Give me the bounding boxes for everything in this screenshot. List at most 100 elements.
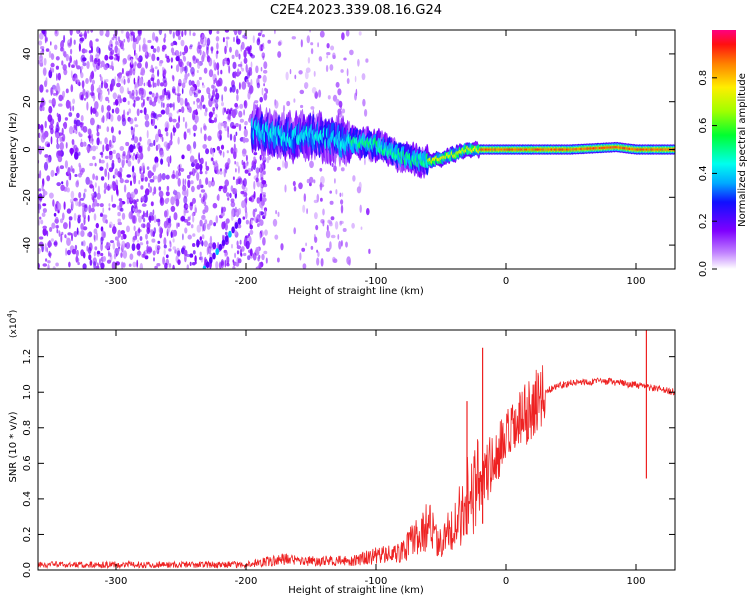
- noise-speckle: [47, 242, 51, 248]
- noise-speckle: [186, 174, 191, 179]
- noise-speckle: [205, 148, 210, 155]
- noise-speckle: [42, 67, 47, 76]
- noise-speckle: [284, 160, 288, 169]
- noise-speckle: [224, 179, 229, 187]
- noise-speckle: [327, 219, 331, 224]
- noise-speckle: [234, 49, 239, 58]
- noise-speckle: [192, 32, 196, 37]
- noise-speckle: [38, 123, 41, 130]
- noise-speckle: [45, 48, 50, 52]
- noise-speckle: [322, 208, 325, 216]
- noise-speckle: [132, 68, 136, 76]
- noise-speckle: [220, 122, 225, 127]
- noise-speckle: [163, 249, 166, 256]
- noise-speckle: [263, 250, 268, 255]
- noise-speckle: [99, 258, 102, 266]
- noise-speckle: [105, 30, 110, 38]
- noise-speckle: [120, 252, 123, 258]
- noise-speckle: [152, 48, 157, 53]
- noise-speckle: [318, 89, 322, 98]
- noise-speckle: [132, 207, 135, 212]
- noise-speckle: [250, 219, 253, 225]
- noise-speckle: [71, 200, 74, 210]
- noise-speckle: [329, 200, 334, 205]
- noise-speckle: [261, 253, 265, 261]
- noise-speckle: [196, 239, 200, 248]
- noise-speckle: [216, 30, 220, 34]
- streak-point: [224, 235, 229, 243]
- noise-speckle: [185, 204, 189, 208]
- noise-speckle: [214, 102, 218, 107]
- noise-speckle: [208, 180, 212, 188]
- noise-speckle: [98, 84, 101, 94]
- noise-speckle: [341, 108, 346, 114]
- snr-x-ticks: -300 -200 -100 0 100: [105, 330, 646, 587]
- noise-speckle: [92, 196, 95, 203]
- noise-speckle: [187, 72, 190, 77]
- noise-speckle: [108, 139, 112, 147]
- noise-speckle: [243, 178, 247, 187]
- noise-speckle: [172, 88, 176, 94]
- noise-speckle: [67, 39, 72, 48]
- noise-speckle: [243, 192, 248, 197]
- noise-speckle: [306, 35, 310, 44]
- noise-speckle: [157, 174, 161, 183]
- noise-speckle: [156, 245, 161, 251]
- streak-point: [202, 265, 207, 269]
- noise-speckle: [88, 254, 92, 261]
- noise-speckle: [248, 172, 251, 176]
- noise-speckle: [99, 203, 104, 208]
- y-tick-label: 20: [22, 95, 33, 108]
- noise-speckle: [115, 35, 118, 42]
- noise-speckle: [55, 262, 59, 267]
- noise-speckle: [134, 117, 138, 122]
- noise-speckle: [263, 61, 268, 69]
- noise-speckle: [183, 131, 187, 140]
- noise-speckle: [261, 192, 266, 196]
- noise-speckle: [133, 225, 136, 232]
- noise-speckle: [65, 247, 67, 256]
- noise-speckle: [80, 230, 85, 237]
- noise-speckle: [111, 37, 115, 41]
- noise-speckle: [157, 218, 161, 227]
- snr-series-line: [38, 365, 675, 570]
- noise-speckle: [143, 210, 145, 218]
- noise-speckle: [125, 159, 128, 164]
- noise-speckle: [315, 224, 319, 231]
- noise-speckle: [155, 133, 159, 143]
- noise-speckle: [122, 250, 128, 259]
- noise-speckle: [340, 69, 344, 73]
- noise-speckle: [104, 137, 108, 145]
- noise-speckle: [362, 98, 366, 107]
- noise-speckle: [247, 91, 251, 100]
- noise-speckle: [212, 149, 215, 157]
- noise-speckle: [172, 264, 175, 269]
- noise-speckle: [329, 64, 334, 71]
- noise-speckle: [146, 130, 149, 139]
- noise-speckle: [136, 108, 140, 117]
- noise-speckle: [54, 219, 59, 224]
- colorbar-tick-label: 0.0: [698, 261, 709, 277]
- noise-speckle: [154, 125, 158, 129]
- noise-speckle: [165, 191, 170, 197]
- noise-speckle: [263, 83, 265, 87]
- noise-speckle: [275, 210, 277, 215]
- noise-speckle: [203, 125, 207, 131]
- noise-speckle: [309, 160, 314, 169]
- noise-speckle: [221, 94, 224, 102]
- noise-speckle: [245, 154, 248, 162]
- noise-speckle: [155, 92, 159, 99]
- noise-speckle: [263, 69, 268, 74]
- noise-speckle: [96, 137, 100, 146]
- noise-speckle: [245, 240, 250, 250]
- noise-speckle: [72, 168, 75, 174]
- noise-speckle: [330, 234, 336, 239]
- noise-speckle: [44, 120, 47, 129]
- noise-speckle: [106, 162, 109, 170]
- noise-speckle: [149, 179, 154, 183]
- noise-speckle: [46, 143, 50, 148]
- noise-speckle: [319, 30, 325, 38]
- noise-speckle: [244, 126, 247, 130]
- noise-speckle: [38, 145, 42, 155]
- noise-speckle: [136, 239, 139, 243]
